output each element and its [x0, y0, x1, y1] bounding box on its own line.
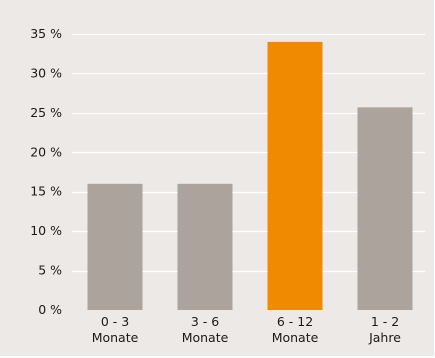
y-tick-label: 5 %: [38, 263, 62, 278]
x-category-label: Monate: [272, 330, 319, 345]
bar-0: [87, 183, 143, 310]
y-tick-label: 20 %: [30, 144, 62, 159]
bar-3: [357, 107, 413, 310]
y-tick-label: 10 %: [30, 223, 62, 238]
y-tick-label: 25 %: [30, 105, 62, 120]
x-category-label: 3 - 6: [191, 314, 219, 329]
y-tick-label: 30 %: [30, 65, 62, 80]
bar-1: [177, 183, 233, 310]
x-category-label: 0 - 3: [101, 314, 129, 329]
y-axis: 0 % 5 % 10 % 15 % 20 % 25 % 30 % 35 %: [30, 26, 62, 317]
y-tick-label: 0 %: [38, 302, 62, 317]
y-tick-label: 15 %: [30, 184, 62, 199]
x-category-label: 6 - 12: [277, 314, 313, 329]
y-tick-label: 35 %: [30, 26, 62, 41]
bar-2: [267, 41, 323, 311]
x-category-label: 1 - 2: [371, 314, 399, 329]
x-category-label: Monate: [182, 330, 229, 345]
bars: [87, 41, 413, 311]
x-category-label: Monate: [92, 330, 139, 345]
x-category-label: Jahre: [368, 330, 401, 345]
